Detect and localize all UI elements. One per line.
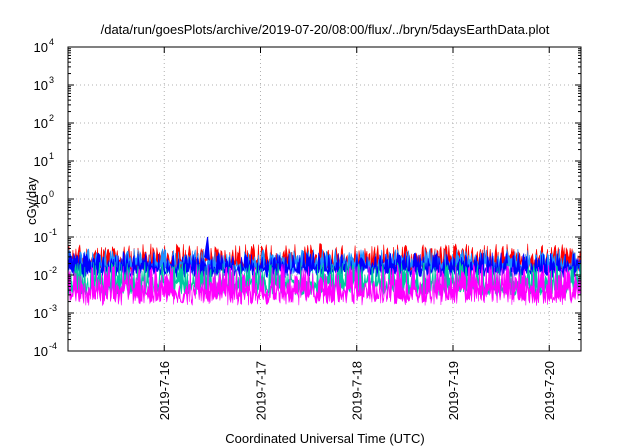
y-tick-label: 10 -2 [34, 265, 57, 283]
spike-mark [204, 236, 211, 261]
y-tick-label: 10 2 [34, 113, 54, 131]
y-tick-base: 10 [34, 116, 48, 131]
y-tick-exponent: 1 [49, 151, 54, 161]
chart-title: /data/run/goesPlots/archive/2019-07-20/0… [101, 22, 550, 37]
x-tick-label: 2019-7-16 [157, 361, 172, 420]
series-area [67, 263, 582, 351]
grid-lines [68, 47, 581, 351]
x-tick-label: 2019-7-19 [446, 361, 461, 420]
series-group [67, 236, 582, 351]
y-tick-exponent: -1 [49, 227, 57, 237]
y-tick-base: 10 [34, 154, 48, 169]
y-axis-label: cGy/day [24, 177, 39, 225]
y-tick-base: 10 [34, 344, 48, 359]
y-tick-exponent: -3 [49, 303, 57, 313]
y-tick-base: 10 [34, 192, 48, 207]
x-tick-label: 2019-7-17 [253, 361, 268, 420]
y-tick-label: 10 1 [34, 151, 54, 169]
y-tick-base: 10 [34, 230, 48, 245]
y-tick-label: 10 4 [34, 37, 54, 55]
y-tick-exponent: -2 [49, 265, 57, 275]
y-tick-base: 10 [34, 306, 48, 321]
y-tick-label: 10 0 [34, 189, 54, 207]
y-tick-label: 10 3 [34, 75, 54, 93]
x-axis-ticks: 2019-7-16 2019-7-17 2019-7-18 2019-7-19 2019… [157, 47, 557, 420]
y-tick-base: 10 [34, 78, 48, 93]
y-tick-base: 10 [34, 40, 48, 55]
y-tick-label: 10 -4 [34, 341, 57, 359]
x-axis-label: Coordinated Universal Time (UTC) [225, 431, 424, 446]
y-tick-exponent: 3 [49, 75, 54, 85]
y-tick-base: 10 [34, 268, 48, 283]
y-tick-exponent: 0 [49, 189, 54, 199]
x-tick-label: 2019-7-18 [350, 361, 365, 420]
y-tick-exponent: 2 [49, 113, 54, 123]
y-tick-label: 10 -3 [34, 303, 57, 321]
y-tick-label: 10 -1 [34, 227, 57, 245]
x-tick-label: 2019-7-20 [542, 361, 557, 420]
y-tick-exponent: 4 [49, 37, 54, 47]
y-tick-exponent: -4 [49, 341, 57, 351]
